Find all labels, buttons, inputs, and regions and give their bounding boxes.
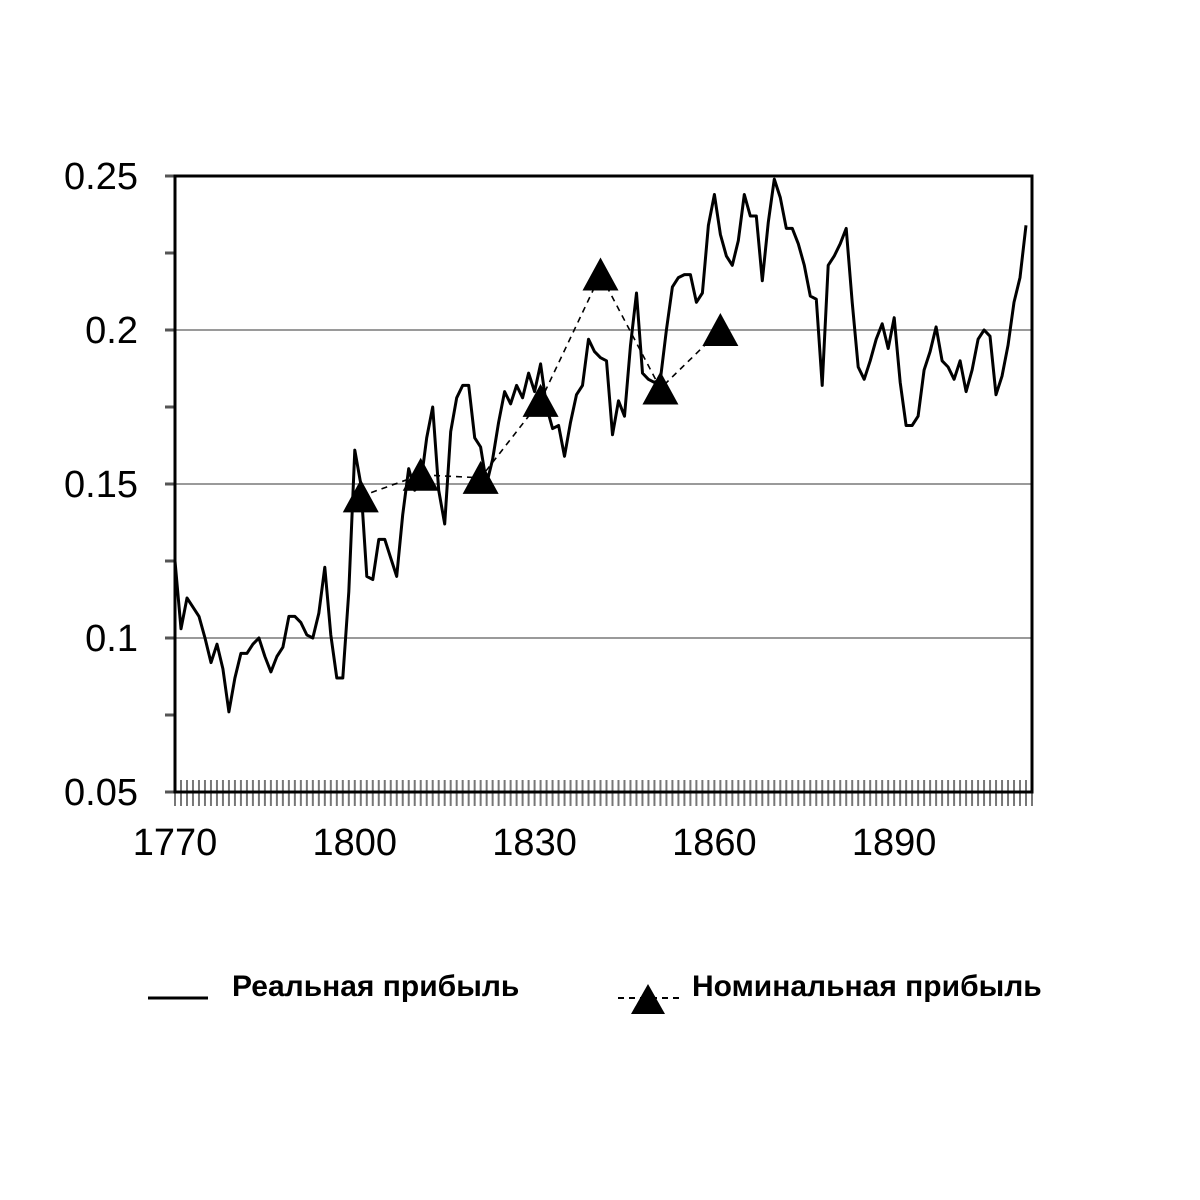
- triangle-marker: [462, 460, 499, 494]
- triangle-marker: [702, 313, 739, 346]
- y-tick-labels: 0.05 0.1 0.15 0.2 0.25: [64, 156, 138, 814]
- x-tick-label: 1890: [852, 822, 937, 864]
- x-tick-label: 1770: [133, 822, 218, 864]
- legend-nominal-label: Номинальная прибыль: [692, 970, 1042, 1003]
- triangle-marker: [342, 479, 379, 513]
- triangle-marker: [522, 383, 559, 417]
- legend: Реальная прибыль Номинальная прибыль: [148, 970, 1042, 1014]
- series-layer: [173, 177, 1028, 714]
- y-tick-label: 0.15: [64, 464, 138, 506]
- x-tick-label: 1800: [313, 822, 398, 864]
- legend-real-label: Реальная прибыль: [232, 970, 519, 1003]
- x-tick-labels: 1770 1800 1830 1860 1890: [133, 822, 937, 864]
- y-axis-ticks: [165, 174, 175, 794]
- series-line-0: [173, 177, 1028, 714]
- y-tick-label: 0.2: [85, 310, 138, 352]
- triangle-marker: [582, 257, 619, 291]
- y-tick-label: 0.05: [64, 772, 138, 814]
- plot-frame: [173, 174, 1034, 794]
- legend-nominal-swatch-marker: [631, 984, 665, 1014]
- x-tick-label: 1830: [492, 822, 577, 864]
- triangle-marker: [402, 457, 439, 491]
- y-tick-label: 0.1: [85, 618, 138, 660]
- x-tick-label: 1860: [672, 822, 757, 864]
- y-tick-label: 0.25: [64, 156, 138, 198]
- triangle-marker: [642, 371, 679, 405]
